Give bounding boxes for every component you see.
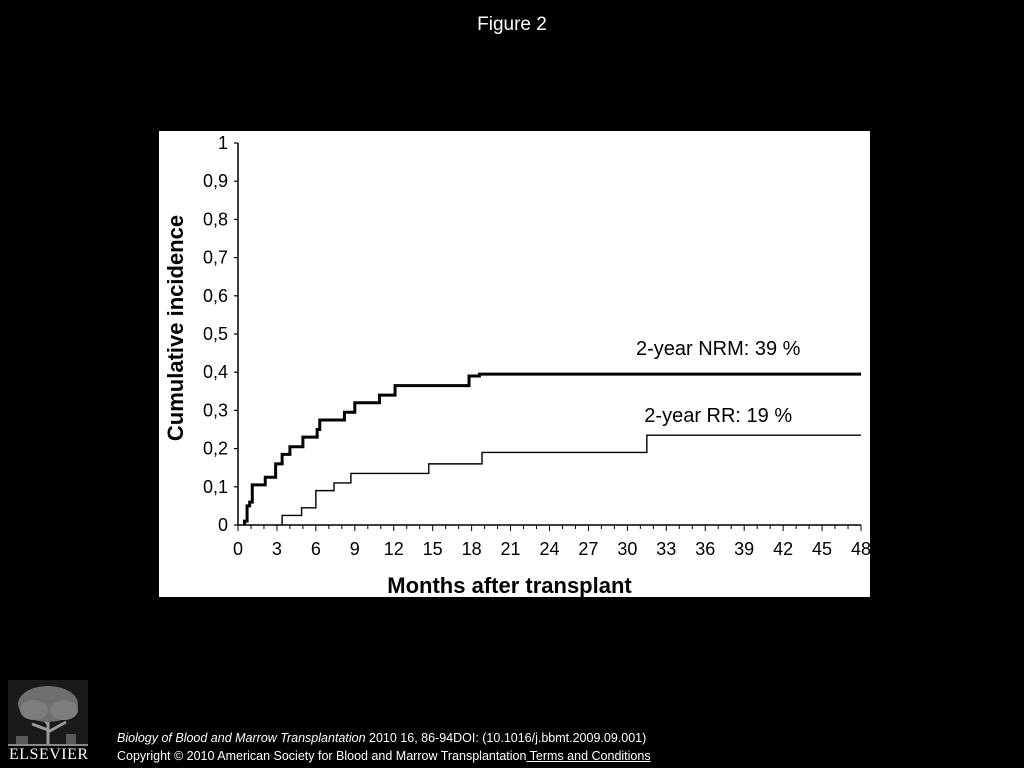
annotation-label: 2-year RR: 19 % <box>644 405 792 427</box>
copyright-text: Copyright © 2010 American Society for Bl… <box>117 749 527 763</box>
x-axis-title: Months after transplant <box>387 573 632 597</box>
annotation-label: 2-year NRM: 39 % <box>636 338 801 360</box>
y-tick-label: 0,9 <box>203 171 228 191</box>
x-tick-label: 30 <box>617 539 637 559</box>
x-tick-label: 3 <box>272 539 282 559</box>
y-tick-label: 0,4 <box>203 362 228 382</box>
x-tick-label: 36 <box>695 539 715 559</box>
figure-title: Figure 2 <box>477 14 547 35</box>
x-tick-label: 45 <box>812 539 832 559</box>
x-tick-label: 33 <box>656 539 676 559</box>
x-tick-label: 6 <box>311 539 321 559</box>
citation-line: Biology of Blood and Marrow Transplantat… <box>117 729 651 747</box>
y-tick-label: 0,5 <box>203 324 228 344</box>
journal-name: Biology of Blood and Marrow Transplantat… <box>117 731 366 745</box>
x-tick-label: 24 <box>539 539 559 559</box>
y-tick-label: 0 <box>218 515 228 535</box>
x-tick-label: 42 <box>773 539 793 559</box>
y-tick-label: 0,2 <box>203 439 228 459</box>
x-tick-label: 12 <box>384 539 404 559</box>
elsevier-tree-icon <box>8 680 88 746</box>
series-line-nrm <box>242 372 861 525</box>
x-tick-label: 15 <box>423 539 443 559</box>
series-line-rr <box>281 434 861 525</box>
x-tick-label: 27 <box>578 539 598 559</box>
y-tick-label: 0,3 <box>203 400 228 420</box>
y-tick-label: 1 <box>218 133 228 153</box>
citation-details: 2010 16, 86-94DOI: (10.1016/j.bbmt.2009.… <box>365 731 647 745</box>
elsevier-wordmark: ELSEVIER <box>9 746 89 763</box>
figure-footer: Biology of Blood and Marrow Transplantat… <box>117 729 651 765</box>
x-tick-label: 21 <box>501 539 521 559</box>
terms-link[interactable]: Terms and Conditions <box>526 749 651 763</box>
y-tick-label: 0,1 <box>203 477 228 497</box>
cumulative-incidence-chart: 00,10,20,30,40,50,60,70,80,910 3 6 9 12 15 18 2… <box>163 133 870 597</box>
x-tick-label: 9 <box>350 539 360 559</box>
y-tick-label: 0,8 <box>203 209 228 229</box>
x-tick-label: 48 <box>851 539 870 559</box>
x-tick-label: 18 <box>462 539 482 559</box>
copyright-line: Copyright © 2010 American Society for Bl… <box>117 747 651 765</box>
chart-panel: 0 0,1 0,2 0,3 0,4 0,5 0,6 0,7 0,8 0,9 1 0 3 6 9 12 15 18 2… <box>159 131 870 597</box>
x-tick-label: 39 <box>734 539 754 559</box>
y-tick-label: 0,6 <box>203 286 228 306</box>
x-tick-label: 0 <box>233 539 243 559</box>
y-tick-label: 0,7 <box>203 248 228 268</box>
y-axis-title: Cumulative incidence <box>163 215 188 441</box>
